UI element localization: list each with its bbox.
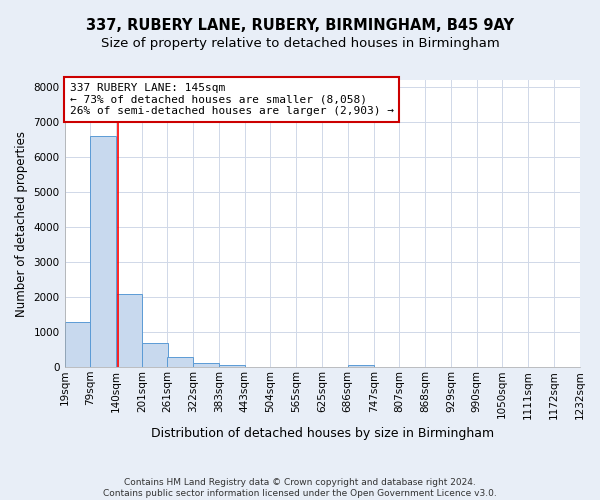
Bar — [193, 364, 219, 367]
Bar — [90, 136, 116, 367]
Bar — [348, 365, 374, 367]
Bar — [65, 322, 91, 367]
Bar — [116, 294, 142, 367]
Bar — [219, 365, 245, 367]
X-axis label: Distribution of detached houses by size in Birmingham: Distribution of detached houses by size … — [151, 427, 494, 440]
Bar — [167, 357, 193, 367]
Text: 337, RUBERY LANE, RUBERY, BIRMINGHAM, B45 9AY: 337, RUBERY LANE, RUBERY, BIRMINGHAM, B4… — [86, 18, 514, 32]
Y-axis label: Number of detached properties: Number of detached properties — [15, 130, 28, 316]
Text: Size of property relative to detached houses in Birmingham: Size of property relative to detached ho… — [101, 38, 499, 51]
Text: Contains HM Land Registry data © Crown copyright and database right 2024.
Contai: Contains HM Land Registry data © Crown c… — [103, 478, 497, 498]
Text: 337 RUBERY LANE: 145sqm
← 73% of detached houses are smaller (8,058)
26% of semi: 337 RUBERY LANE: 145sqm ← 73% of detache… — [70, 83, 394, 116]
Bar — [142, 342, 168, 367]
